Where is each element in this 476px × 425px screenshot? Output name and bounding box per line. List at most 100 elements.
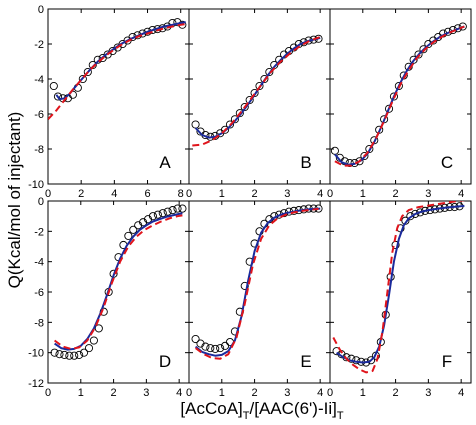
data-point [83,67,92,77]
data-point [49,81,58,91]
data-point [191,334,200,344]
data-point [365,144,374,154]
fit-line-dashed [192,36,321,147]
data-point [260,74,269,84]
y-tick-label: -2 [34,39,44,51]
plot-area-d [50,204,187,360]
fit-line-dashed [195,207,319,360]
y-tick-label: -10 [28,179,44,191]
x-tick-label: 4 [458,387,464,399]
data-point [419,45,428,54]
data-point [65,351,74,360]
y-tick-label: -12 [28,378,44,390]
data-point [78,74,87,84]
data-point [240,102,249,112]
data-point [366,356,376,365]
fit-line-dashed [54,214,183,350]
plot-area-e [191,204,323,360]
plot-area-c [330,22,467,168]
data-point [206,344,215,353]
x-tick-label: 0 [186,387,192,399]
panel-label-a: A [159,153,171,172]
x-tick-label: 0 [45,387,51,399]
x-tick-label: 1 [219,387,225,399]
data-point [235,109,244,118]
fit-line-dashed [48,22,188,120]
data-point [50,348,59,357]
panel-f: 0 1 2 3 4 F [327,200,472,399]
data-point [191,120,200,129]
data-point [173,204,182,213]
y-tick-label: -2 [34,226,44,238]
data-point [94,324,103,333]
x-tick-label: 2 [393,387,399,399]
panel-label-f: F [442,352,452,371]
y-axis-label: Q(Kcal/mol of injectant) [5,112,24,289]
x-tick-label: 4 [176,387,182,399]
data-point [129,225,138,234]
y-tick-label: -4 [34,257,44,269]
x-tick-label: 1 [219,188,225,200]
x-tick-label: 2 [111,387,117,399]
data-point [124,231,133,240]
x-tick-label: 4 [317,188,323,200]
data-point [153,210,162,219]
fit-line-dashed [332,201,465,374]
data-point [265,67,274,77]
fit-line-solid [194,207,321,357]
data-point [211,344,220,353]
data-point [404,62,413,71]
plot-area-f [332,201,465,374]
x-tick-label: 1 [360,188,366,200]
data-point [240,281,249,290]
x-tick-label: 3 [425,387,431,399]
x-tick-label: 2 [252,188,258,200]
data-point [360,151,369,161]
panel-label-d: D [159,352,171,371]
data-point [414,50,423,59]
data-point [411,209,420,218]
fit-line-solid [55,21,186,101]
data-point [458,22,467,31]
data-point [389,92,398,101]
x-tick-label: 1 [360,387,366,399]
x-tick-label: 2 [393,188,399,200]
data-point [225,120,235,129]
data-point [75,350,84,359]
fit-line-solid [334,25,465,166]
panel-label-e: E [300,352,311,371]
x-tick-label: 0 [327,387,333,399]
data-point [216,344,225,353]
data-point [330,146,339,155]
panel-a: 0 2 4 6 80-2-4-6-8-10A [28,4,190,200]
plot-area-b [191,34,323,147]
x-tick-label: 0 [45,188,51,200]
panel-label-b: B [300,153,311,172]
data-point [158,209,167,218]
x-tick-label: 0 [186,188,192,200]
x-tick-label: 2 [252,387,258,399]
x-tick-label: 4 [458,188,464,200]
y-axis-title: Q(Kcal/mol of injectant) [5,112,24,289]
data-point [53,92,63,101]
data-point [416,208,425,217]
x-tick-label: 3 [284,387,290,399]
x-tick-label: 4 [111,188,117,200]
x-tick-label: 2 [78,188,84,200]
panel-e: 0 1 2 3 4 E [186,200,331,399]
fit-line-dashed [334,25,465,167]
data-point [384,104,394,113]
y-tick-label: 0 [38,4,44,16]
data-point [70,351,79,360]
data-point [148,212,157,221]
data-point [394,81,403,91]
data-point [250,88,259,98]
x-tick-label: 0 [327,188,333,200]
plot-area-a [48,18,188,120]
data-point [255,81,264,91]
y-tick-label: -8 [34,144,44,156]
x-tick-label: 4 [317,387,323,399]
panel-label-c: C [441,153,453,172]
data-point [80,348,89,357]
